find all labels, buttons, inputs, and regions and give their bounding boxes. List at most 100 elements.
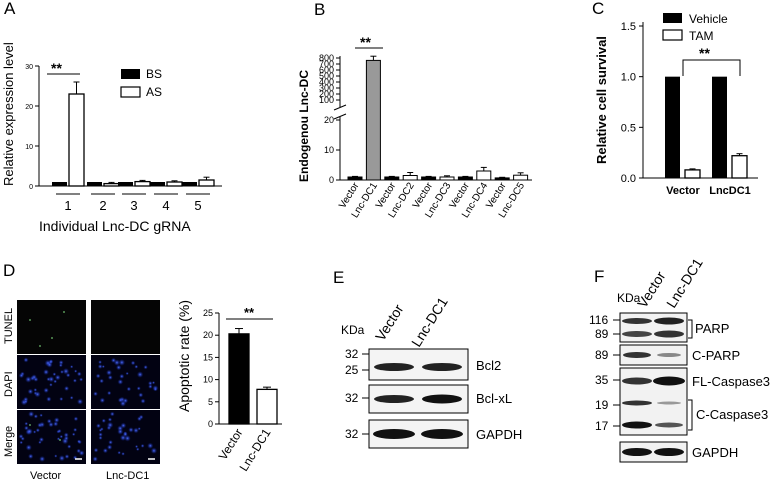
nucleus-dot bbox=[136, 386, 141, 391]
d-bar bbox=[256, 388, 278, 425]
a-legend-as-label: AS bbox=[146, 85, 162, 99]
d-y-tick-label: 20 bbox=[203, 330, 213, 340]
e-band-bclxl-2 bbox=[422, 394, 462, 404]
a-legend-bs-label: BS bbox=[146, 67, 162, 81]
nucleus-dot bbox=[62, 367, 70, 375]
b-y-tick-label: 700 bbox=[319, 59, 334, 69]
micro-row-merge: Merge bbox=[3, 426, 15, 457]
c-y-tick-label: 1.0 bbox=[621, 72, 636, 84]
nucleus-dot bbox=[101, 418, 106, 423]
c-y-label: Relative cell survival bbox=[594, 36, 609, 164]
nucleus-dot bbox=[106, 421, 114, 429]
c-x-tick-label: Vector bbox=[666, 185, 700, 197]
d-y-tick-label: 25 bbox=[203, 308, 213, 318]
d-x-tick-label: Vector bbox=[216, 426, 246, 462]
b-bar bbox=[421, 176, 437, 181]
nucleus-dot bbox=[71, 432, 76, 437]
micro-row-dapi: DAPI bbox=[3, 371, 15, 397]
c-legend-tam-swatch bbox=[662, 29, 683, 41]
nucleus-dot bbox=[79, 377, 84, 382]
f-mw-89b: 89 bbox=[595, 348, 609, 362]
nucleus-dot bbox=[77, 439, 81, 444]
e-label-bclxl: Bcl-xL bbox=[476, 391, 512, 406]
nucleus-dot bbox=[99, 397, 106, 404]
nucleus-dot bbox=[125, 371, 129, 376]
f-band-gapdh-1 bbox=[622, 448, 652, 456]
a-legend-bs-swatch bbox=[121, 69, 140, 79]
nucleus-dot bbox=[46, 418, 52, 424]
b-y-tick-label: 20 bbox=[324, 115, 334, 125]
nucleus-dot bbox=[37, 422, 43, 428]
f-band-parp-2a bbox=[654, 317, 684, 325]
f-mw-116: 116 bbox=[589, 313, 608, 327]
nucleus-dot bbox=[134, 444, 139, 449]
nucleus-dot bbox=[33, 388, 38, 392]
e-mw-4: 32 bbox=[345, 427, 359, 441]
a-bar-as bbox=[103, 182, 120, 187]
panel-f-blot: KDa Vector Lnc-DC1 116 89 89 35 19 17 bbox=[589, 255, 770, 463]
nucleus-dot bbox=[59, 434, 64, 439]
b-y-tick-label: 600 bbox=[319, 65, 334, 75]
nucleus-dot bbox=[39, 455, 46, 463]
nucleus-dot bbox=[95, 423, 101, 429]
nucleus-dot bbox=[78, 450, 85, 456]
b-y-tick-label: 400 bbox=[319, 77, 334, 87]
f-band-ccasp19-2 bbox=[657, 401, 681, 405]
nucleus-dot bbox=[69, 395, 74, 400]
nucleus-dot bbox=[106, 444, 113, 450]
nucleus-dot bbox=[58, 363, 63, 368]
c-legend-vehicle-swatch bbox=[663, 13, 682, 23]
nucleus-dot bbox=[63, 435, 69, 441]
a-x-tick-label: 5 bbox=[194, 198, 201, 213]
nucleus-dot bbox=[58, 455, 66, 462]
tunel-dot bbox=[39, 345, 41, 347]
nucleus-dot bbox=[117, 379, 124, 385]
f-mw-17: 17 bbox=[595, 419, 609, 433]
f-label-flcasp: FL-Caspase3 bbox=[692, 374, 770, 389]
nucleus-dot bbox=[34, 391, 41, 398]
panel-label-e: E bbox=[333, 268, 345, 287]
nucleus-dot bbox=[117, 397, 124, 403]
e-label-gapdh: GAPDH bbox=[476, 427, 522, 442]
a-bars bbox=[52, 81, 215, 187]
nucleus-dot bbox=[43, 369, 50, 376]
nucleus-dot bbox=[93, 391, 98, 397]
d-y-tick-label: 0 bbox=[208, 419, 213, 429]
nucleus-dot bbox=[23, 357, 29, 363]
f-band-ccasp17-2 bbox=[655, 422, 683, 428]
nucleus-dot bbox=[73, 427, 78, 432]
nucleus-dot bbox=[49, 382, 53, 387]
nucleus-dot bbox=[140, 443, 145, 448]
e-band-bcl2-2 bbox=[422, 363, 462, 371]
nucleus-dot bbox=[72, 378, 77, 383]
micro-row-tunel: TUNEL bbox=[3, 308, 15, 344]
c-sig-label: ** bbox=[699, 45, 710, 61]
c-sig-bracket bbox=[682, 59, 741, 76]
a-x-tick-label: 3 bbox=[130, 198, 137, 213]
a-bar-bs bbox=[87, 182, 102, 186]
a-x-tick-label: 2 bbox=[99, 198, 106, 213]
b-bar bbox=[347, 176, 363, 181]
nucleus-dot bbox=[59, 396, 64, 402]
f-band-ccasp19-1 bbox=[622, 400, 652, 406]
nucleus-dot bbox=[151, 381, 156, 385]
nucleus-dot bbox=[54, 454, 58, 458]
e-mw-3: 32 bbox=[345, 391, 359, 405]
f-mw-19: 19 bbox=[595, 398, 609, 412]
f-lane-vector: Vector bbox=[634, 268, 669, 310]
c-bar-vehicle bbox=[665, 76, 680, 178]
nucleus-dot bbox=[67, 444, 72, 449]
nucleus-dot bbox=[76, 398, 84, 405]
a-x-tick-label: 4 bbox=[162, 198, 169, 213]
tunel-dot bbox=[59, 439, 61, 441]
nucleus-dot bbox=[97, 364, 103, 369]
nucleus-dot bbox=[147, 380, 153, 386]
a-sig-label: ** bbox=[51, 60, 62, 76]
panel-label-f: F bbox=[594, 267, 605, 286]
nucleus-dot bbox=[150, 447, 158, 455]
e-band-bclxl-1 bbox=[374, 395, 414, 403]
micro-cells bbox=[18, 311, 159, 463]
